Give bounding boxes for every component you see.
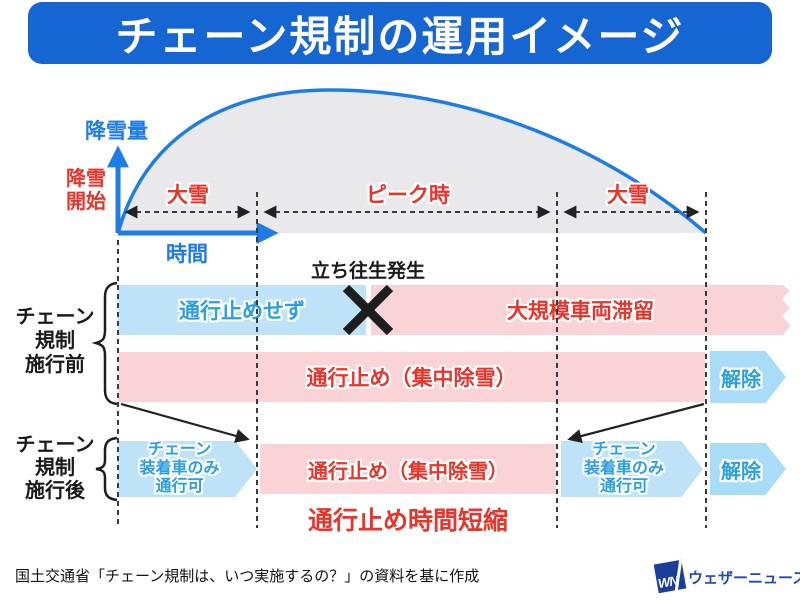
bar-congestion-label: 大規模車両滞留 (507, 300, 654, 323)
bar-closure-before-label: 通行止め（集中除雪） (306, 367, 517, 390)
weathernews-logo: WN ウェザーニュース (653, 559, 800, 596)
group-label-before: チェーン 規制 施行前 (8, 305, 102, 377)
lift-arrow-after-label: 解除 (721, 460, 761, 483)
lift-arrow-after: 解除 (710, 443, 786, 495)
bar-closure-after-label: 通行止め（集中除雪） (308, 460, 508, 483)
wni-logo-mark: WN (653, 559, 687, 594)
chain-only-arrow-left-label: チェーン 装着車のみ 通行可 (139, 441, 219, 497)
chain-line2: 装着車のみ (139, 459, 220, 477)
group-before-line3: 施行前 (25, 354, 85, 376)
chain-line2: 装着車のみ (583, 459, 664, 477)
chain-only-arrow-left: チェーン 装着車のみ 通行可 (118, 441, 257, 497)
chain-line1: チェーン (592, 441, 656, 459)
title-banner: チェーン規制の運用イメージ (28, 2, 772, 64)
lift-arrow-before: 解除 (710, 351, 786, 403)
group-label-after: チェーン 規制 施行後 (8, 434, 102, 503)
snow-onset-line1: 降雪 (66, 168, 106, 190)
group-before-line2: 規制 (35, 330, 75, 352)
chain-line3: 通行可 (599, 478, 648, 496)
x-axis-label: 時間 (166, 243, 208, 266)
bar-closure-after: 通行止め（集中除雪） (260, 444, 556, 494)
group-after-line1: チェーン (15, 434, 95, 456)
shorten-arrow-right (567, 402, 705, 444)
snow-onset-label: 降雪 開始 (60, 168, 112, 214)
page-title: チェーン規制の運用イメージ (115, 12, 685, 60)
group-before-line1: チェーン (15, 306, 95, 328)
phase-peak: ピーク時 (366, 184, 450, 207)
bar-closure-before: 通行止め（集中除雪） (118, 352, 705, 402)
chain-only-arrow-right: チェーン 装着車のみ 通行可 (561, 441, 703, 497)
stuck-vehicles-label: 立ち往生発生 (310, 261, 425, 282)
bar-congestion: 大規模車両滞留 (371, 285, 790, 335)
snowfall-curve (116, 88, 708, 235)
source-note: 国土交通省「チェーン規制は、いつ実施するの？」の資料を基に作成 (15, 568, 480, 585)
chain-line1: チェーン (147, 441, 212, 459)
bar-no-closure: 通行止めせず (118, 285, 366, 335)
snowfall-curve-fill (118, 90, 706, 233)
group-after-line3: 施行後 (25, 480, 85, 502)
y-axis-label: 降雪量 (85, 120, 148, 143)
weathernews-wordmark: ウェザーニュース (688, 570, 800, 587)
chain-line3: 通行可 (155, 478, 204, 496)
chain-only-arrow-right-label: チェーン 装着車のみ 通行可 (584, 441, 664, 497)
bar-no-closure-label: 通行止めせず (179, 300, 305, 323)
phase-heavy-snow-left: 大雪 (167, 184, 209, 207)
group-after-line2: 規制 (35, 457, 75, 479)
lift-arrow-before-label: 解除 (721, 368, 761, 391)
phase-heavy-snow-right: 大雪 (607, 184, 649, 207)
shorten-arrow-left (120, 402, 250, 443)
shorten-highlight: 通行止め時間短縮 (307, 507, 508, 535)
snow-onset-line2: 開始 (66, 191, 106, 213)
